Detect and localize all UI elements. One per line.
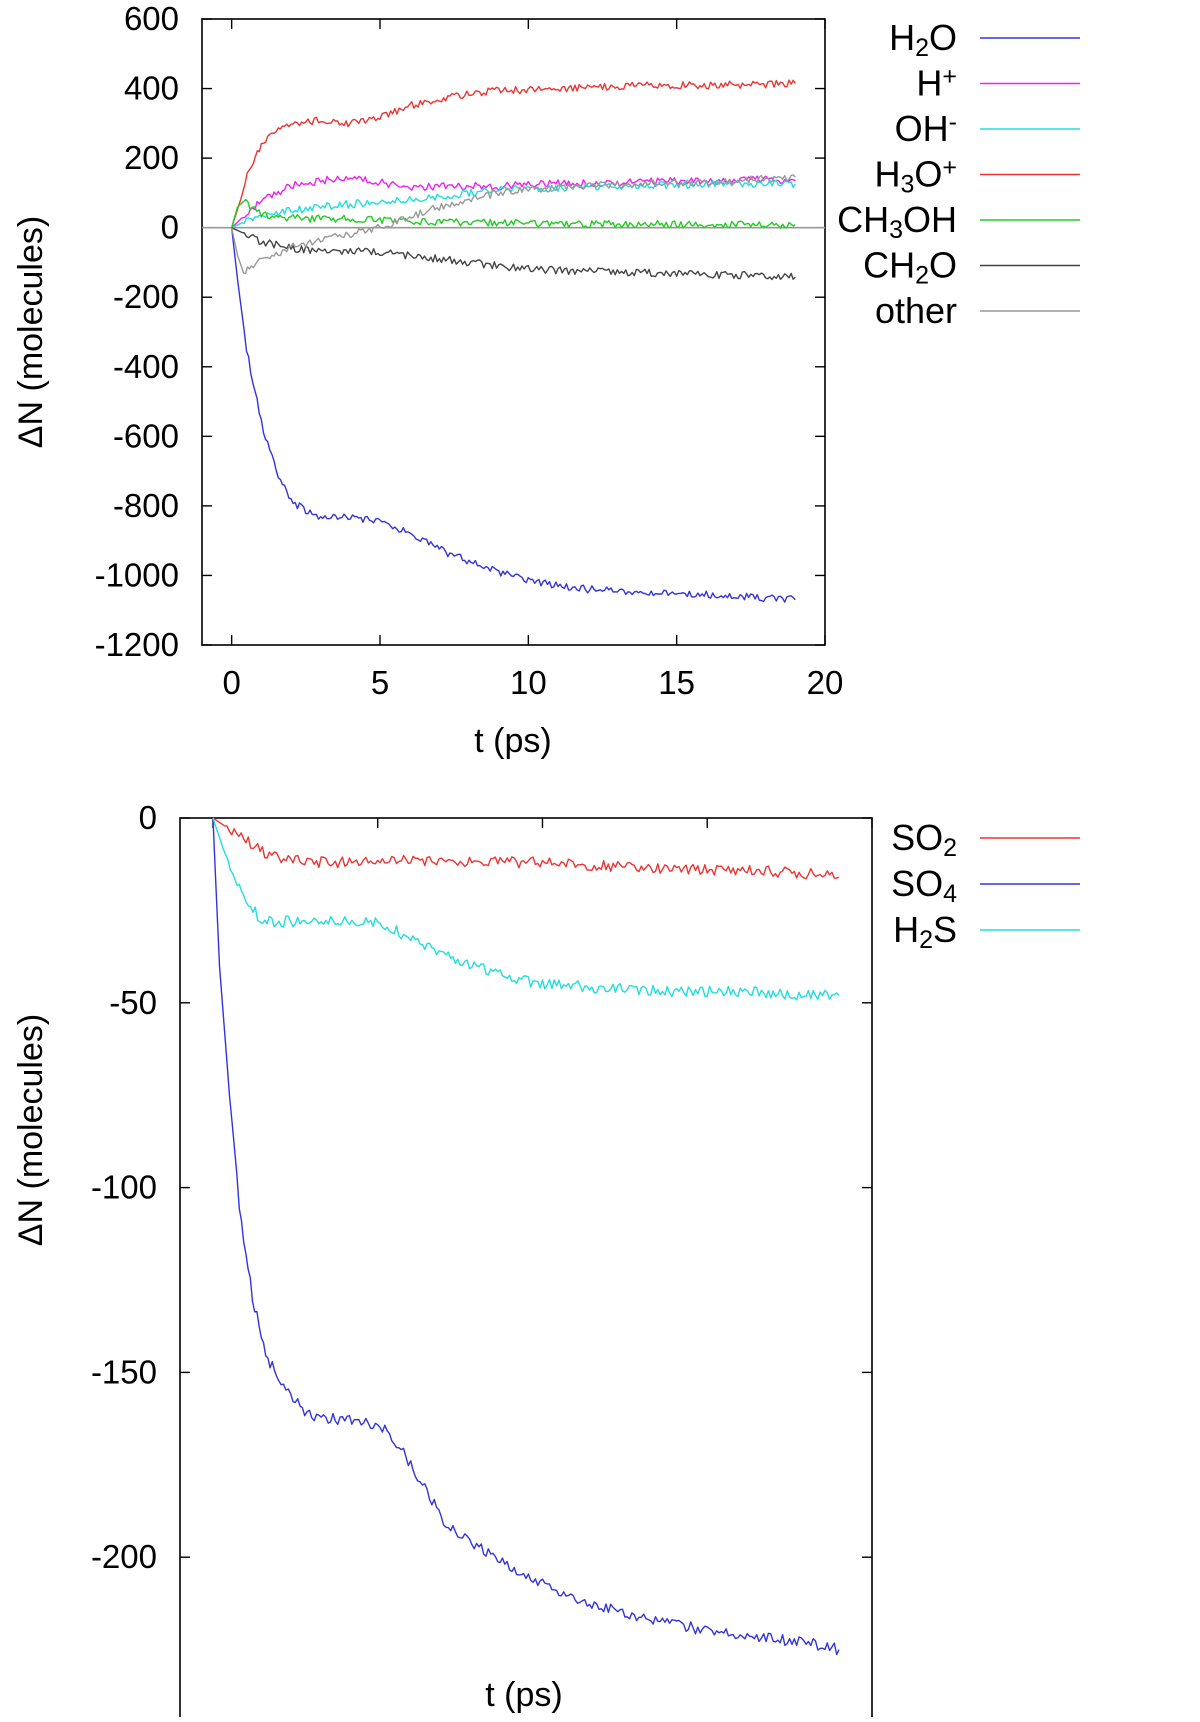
chart-top-ytick-label: -200 bbox=[113, 278, 179, 315]
chart-top-ylabel: ΔN (molecules) bbox=[12, 216, 50, 448]
chart-top-legend-label: CH3OH bbox=[837, 199, 957, 244]
chart-top-xtick-label: 0 bbox=[222, 664, 240, 701]
chart-top-ytick-label: -1200 bbox=[95, 626, 179, 663]
chart-top-ytick-label: 200 bbox=[124, 139, 179, 176]
chart-top-series-ch2o bbox=[231, 227, 796, 281]
chart-top-xtick-label: 20 bbox=[807, 664, 844, 701]
chart-top-series-other bbox=[231, 174, 796, 275]
chart-bottom-ytick-label: -50 bbox=[109, 984, 157, 1021]
chart-bottom-legend-label: SO2 bbox=[891, 817, 957, 862]
chart-bottom-legend-label: SO4 bbox=[891, 863, 957, 908]
chart-top-ytick-label: -1000 bbox=[95, 556, 179, 593]
chart-top-ytick-label: 600 bbox=[124, 0, 179, 37]
chart-top-legend-label: H3O+ bbox=[874, 153, 957, 199]
chart-bottom-legend-label: H2S bbox=[893, 909, 957, 954]
chart-top-legend-label: H2O bbox=[889, 17, 957, 62]
chart-bottom-ylabel: ΔN (molecules) bbox=[12, 1014, 50, 1246]
chart-top-xlabel: t (ps) bbox=[474, 722, 551, 760]
chart-top-ytick-label: -600 bbox=[113, 417, 179, 454]
chart-top-xtick-label: 10 bbox=[510, 664, 547, 701]
chart-top-frame bbox=[201, 18, 826, 646]
chart-top-series-h2o bbox=[231, 227, 796, 603]
chart-bottom-ytick-label: -100 bbox=[91, 1169, 157, 1206]
chart-top-ytick-label: -400 bbox=[113, 348, 179, 385]
chart-top-series-oh bbox=[231, 179, 796, 229]
chart-bottom-ytick-label: -200 bbox=[91, 1538, 157, 1575]
chart-top-ytick-label: -800 bbox=[113, 487, 179, 524]
chart-top-legend-label: CH2O bbox=[863, 245, 957, 290]
chart-top-ytick-label: 0 bbox=[161, 209, 179, 246]
chart-bottom-xlabel: t (ps) bbox=[485, 1676, 562, 1714]
chart-top-legend-label: H+ bbox=[916, 62, 957, 103]
chart-bottom-series-so4 bbox=[212, 817, 840, 1656]
chart-top-ytick-label: 400 bbox=[124, 70, 179, 107]
chart-top-plot-area: 0 5 10 15 20 -1200 -1000 -800 -600 -400 -200 0 200 40… bbox=[95, 0, 1080, 701]
chart-top-series-h3o bbox=[231, 79, 796, 228]
chart-bottom-series-h2s bbox=[212, 817, 840, 1001]
chart-top-legend-label: other bbox=[875, 290, 957, 331]
chart-top-legend-label: OH- bbox=[895, 108, 957, 149]
chart-top-xtick-label: 15 bbox=[658, 664, 695, 701]
chart-top: 0 5 10 15 20 -1200 -1000 -800 -600 -400 -200 0 200 40… bbox=[12, 0, 1080, 760]
chart-bottom-frame bbox=[179, 817, 873, 1722]
chart-bottom-series-so2 bbox=[212, 817, 840, 880]
chart-top-xtick-label: 5 bbox=[371, 664, 389, 701]
chart-bottom-ytick-label: 0 bbox=[139, 799, 157, 836]
chart-bottom-ytick-label: -150 bbox=[91, 1353, 157, 1390]
chart-top-series-ch3oh bbox=[231, 198, 796, 229]
